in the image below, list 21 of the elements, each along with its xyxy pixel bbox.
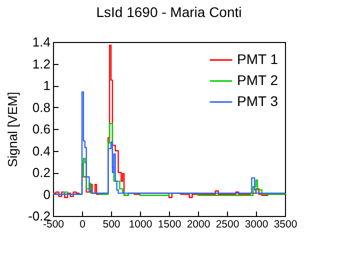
y-tick-label: 0.6 xyxy=(32,122,50,136)
y-tick-label: 0.2 xyxy=(32,165,50,180)
y-tick-label: 0.4 xyxy=(32,143,50,158)
x-tick-label: 0 xyxy=(80,218,86,230)
y-tick-label: 1.4 xyxy=(32,34,50,50)
y-tick-label: 1.2 xyxy=(32,56,50,72)
x-tick-label: 3500 xyxy=(274,218,298,230)
x-tick-label: 500 xyxy=(102,218,120,230)
x-tick-label: 2000 xyxy=(186,218,210,230)
x-tick-label: 3000 xyxy=(244,218,268,230)
x-tick-label: 2500 xyxy=(216,218,240,230)
legend-label: PMT 1 xyxy=(237,51,278,67)
x-tick-label: 1500 xyxy=(158,218,182,230)
x-tick-label: 1000 xyxy=(128,218,152,230)
y-tick-label: 0.8 xyxy=(32,100,50,115)
y-tick-label: 0 xyxy=(43,186,50,202)
legend-label: PMT 2 xyxy=(237,72,278,88)
y-axis-title: Signal [VEM] xyxy=(5,92,20,168)
legend-label: PMT 3 xyxy=(237,93,278,109)
y-tick-label: 1 xyxy=(43,78,50,93)
chart-title: LsId 1690 - Maria Conti xyxy=(96,4,242,20)
